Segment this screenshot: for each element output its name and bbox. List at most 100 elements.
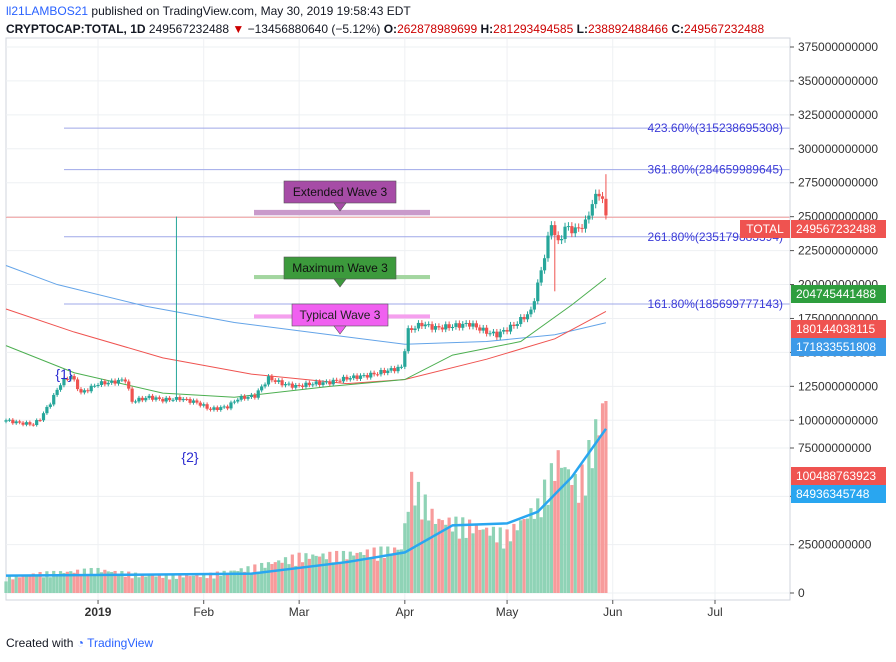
price-badge xyxy=(791,338,886,356)
tradingview-brand[interactable]: TradingView xyxy=(87,636,154,650)
open-label: O: xyxy=(383,22,398,36)
volume-bar xyxy=(106,571,110,593)
candle-body xyxy=(208,408,213,410)
volume-bar xyxy=(28,575,32,593)
volume-bar xyxy=(208,572,213,593)
volume-bar xyxy=(48,577,52,593)
candle-body xyxy=(321,382,325,385)
candle-body xyxy=(69,376,73,380)
candle-body xyxy=(52,394,56,405)
candle-body xyxy=(539,270,543,283)
candle-body xyxy=(164,397,168,402)
volume-bar xyxy=(382,557,386,593)
plot-area xyxy=(5,37,791,601)
fib-level-label: 423.60%(315238695308) xyxy=(648,121,783,135)
volume-bar xyxy=(45,571,49,593)
volume-bar xyxy=(103,569,107,593)
candle-body xyxy=(35,420,39,426)
volume-bar xyxy=(82,568,86,593)
price-axis-label: 275000000000 xyxy=(798,176,878,190)
candle-body xyxy=(474,323,478,328)
volume-bar xyxy=(416,481,421,593)
price-axis-label: 25000000000 xyxy=(798,538,872,552)
candle-body xyxy=(120,379,124,381)
volume-bar xyxy=(113,570,117,593)
volume-bar xyxy=(215,571,219,593)
candle-body xyxy=(147,395,151,398)
volume-bar xyxy=(321,553,325,593)
candle-body xyxy=(331,379,335,385)
candle-body xyxy=(478,327,482,331)
volume-bar xyxy=(491,526,496,593)
candle-body xyxy=(55,389,59,395)
candle-body xyxy=(154,397,158,400)
price-change: −13456880640 (−5.12%) xyxy=(247,22,381,36)
candle-body xyxy=(508,324,513,332)
volume-bar xyxy=(423,494,427,593)
candle-body xyxy=(328,381,332,385)
candle-body xyxy=(488,333,492,335)
price-axis-label: 225000000000 xyxy=(798,244,878,258)
volume-bar xyxy=(4,581,8,593)
candle-body xyxy=(570,226,574,234)
volume-bar xyxy=(355,552,359,593)
volume-bar xyxy=(352,555,356,593)
candle-body xyxy=(590,204,594,216)
volume-bar xyxy=(519,520,523,593)
volume-bar xyxy=(212,578,216,593)
candle-body xyxy=(600,196,605,199)
volume-bar xyxy=(249,573,254,593)
candle-body xyxy=(287,383,291,385)
candle-body xyxy=(239,396,243,400)
volume-bar xyxy=(379,546,383,593)
volume-bar xyxy=(399,549,404,593)
candle-body xyxy=(471,323,475,327)
volume-bar xyxy=(566,469,571,593)
candle-body xyxy=(58,385,63,390)
volume-bar xyxy=(488,535,492,593)
volume-bar xyxy=(157,574,161,593)
volume-bar xyxy=(362,554,366,593)
volume-bar xyxy=(290,554,294,593)
down-arrow-icon: ▼ xyxy=(232,22,245,36)
symbol-badge xyxy=(740,220,790,238)
candle-body xyxy=(28,422,32,425)
wave-callout-label: Extended Wave 3 xyxy=(293,185,388,199)
volume-bar xyxy=(239,568,243,593)
candle-body xyxy=(464,322,468,324)
time-axis-label: 2019 xyxy=(85,605,112,619)
volume-bar xyxy=(454,516,458,593)
symbol-name: CRYPTOCAP:TOTAL, 1D xyxy=(6,22,146,36)
price-badge xyxy=(791,285,886,303)
volume-bar xyxy=(345,559,349,593)
volume-bar xyxy=(307,558,311,593)
author-link[interactable]: ll21LAMBOS21 xyxy=(6,4,89,18)
volume-bar xyxy=(52,570,56,593)
candle-body xyxy=(580,227,584,229)
volume-bar xyxy=(99,572,104,593)
price-badge-label: 180144038115 xyxy=(796,322,876,336)
candle-body xyxy=(300,385,305,387)
candle-body xyxy=(563,226,567,240)
candle-body xyxy=(41,413,46,421)
candle-body xyxy=(256,390,260,398)
candle-body xyxy=(389,368,393,371)
volume-bar xyxy=(478,529,482,593)
volume-bar xyxy=(24,575,29,593)
volume-bar xyxy=(304,553,308,593)
candle-body xyxy=(560,239,564,241)
volume-bar xyxy=(430,508,434,593)
volume-bar xyxy=(597,435,601,593)
candle-body xyxy=(229,402,233,409)
candle-body xyxy=(420,322,424,327)
candle-body xyxy=(260,386,264,391)
candle-body xyxy=(283,384,288,386)
volume-bar xyxy=(338,562,342,593)
candle-body xyxy=(202,404,206,406)
symbol-badge-label: TOTAL xyxy=(746,222,784,236)
volume-bar xyxy=(273,562,277,593)
volume-bar xyxy=(600,403,605,593)
tradingview-logo-icon[interactable]: ◔ xyxy=(76,636,84,650)
wave-callout-pointer xyxy=(333,202,347,212)
